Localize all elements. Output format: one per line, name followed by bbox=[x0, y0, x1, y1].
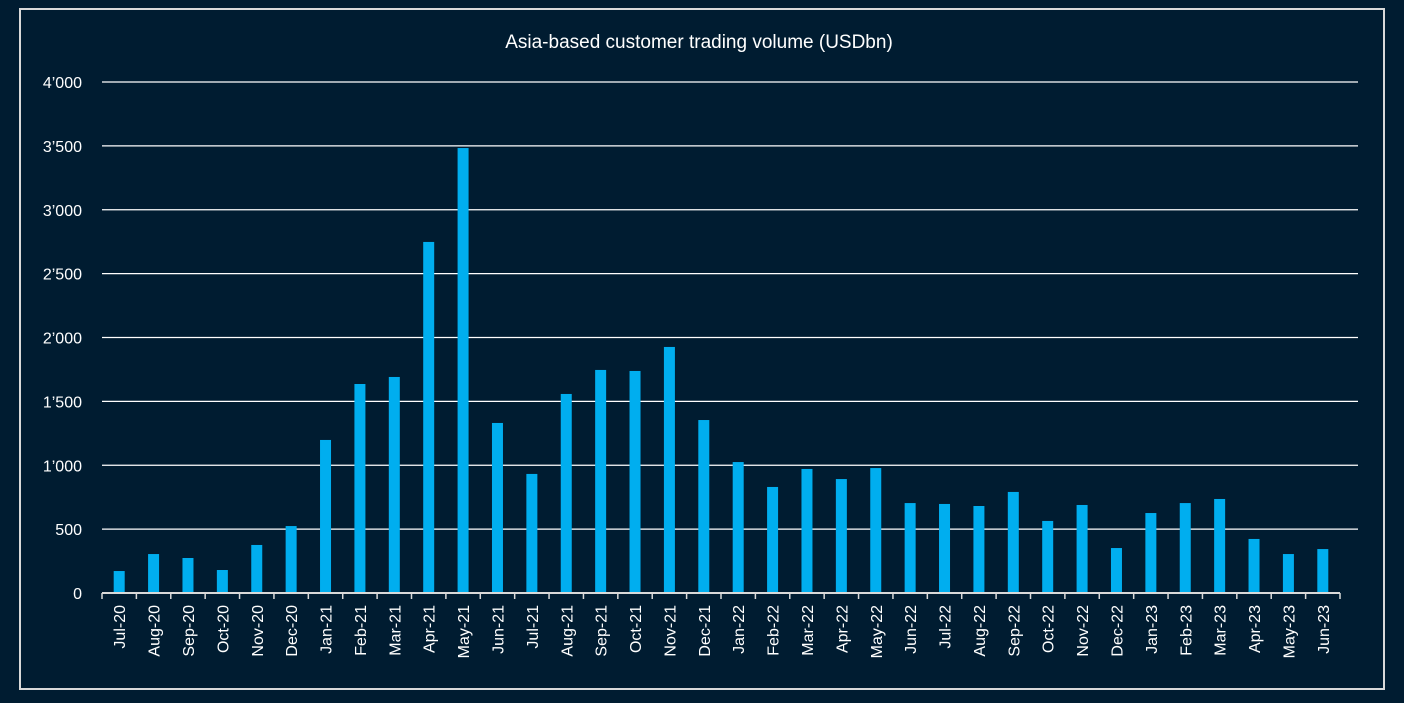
bar-Sep-20 bbox=[182, 557, 194, 593]
x-tick-label: Apr-22 bbox=[834, 605, 851, 653]
bar-Aug-22 bbox=[973, 506, 985, 593]
bar-Apr-21 bbox=[423, 241, 435, 593]
bar-Dec-21 bbox=[698, 420, 710, 593]
x-tick-label: Nov-22 bbox=[1075, 605, 1092, 657]
y-tick-label: 1’500 bbox=[43, 394, 82, 411]
bar-Jul-22 bbox=[939, 503, 951, 593]
x-tick-label: Sep-20 bbox=[181, 605, 198, 657]
x-tick-label: Nov-20 bbox=[250, 605, 267, 657]
bar-Jun-23 bbox=[1317, 549, 1329, 593]
bar-Nov-21 bbox=[663, 346, 675, 593]
x-tick-label: Jan-22 bbox=[731, 605, 748, 654]
x-tick-label: Aug-20 bbox=[147, 605, 164, 657]
x-tick-label: Dec-21 bbox=[697, 605, 714, 657]
bar-Mar-21 bbox=[388, 376, 400, 593]
chart-frame bbox=[19, 8, 1385, 690]
bar-Feb-21 bbox=[354, 384, 366, 593]
bar-Jul-21 bbox=[526, 473, 538, 593]
y-tick-label: 3’000 bbox=[43, 203, 82, 220]
bar-Nov-20 bbox=[251, 544, 263, 593]
x-tick-label: Jul-20 bbox=[112, 605, 129, 649]
x-tick-label: Mar-22 bbox=[800, 605, 817, 656]
bar-May-23 bbox=[1282, 554, 1294, 593]
bar-Jun-21 bbox=[491, 422, 503, 593]
bar-Nov-22 bbox=[1076, 504, 1088, 593]
x-tick-label: Nov-21 bbox=[662, 605, 679, 657]
bar-Sep-21 bbox=[595, 369, 607, 593]
x-tick-label: Oct-21 bbox=[628, 605, 645, 653]
x-tick-label: May-22 bbox=[869, 605, 886, 658]
x-tick-label: Feb-23 bbox=[1178, 605, 1195, 656]
x-tick-label: Aug-22 bbox=[972, 605, 989, 657]
chart-title: Asia-based customer trading volume (USDb… bbox=[505, 32, 893, 53]
bar-Sep-22 bbox=[1007, 491, 1019, 593]
x-tick-label: Jul-22 bbox=[938, 605, 955, 649]
bar-Mar-23 bbox=[1214, 498, 1226, 593]
x-tick-label: Jul-21 bbox=[525, 605, 542, 649]
bar-Dec-22 bbox=[1110, 548, 1122, 593]
x-tick-label: Feb-22 bbox=[766, 605, 783, 656]
bar-Feb-23 bbox=[1179, 503, 1191, 593]
y-tick-label: 2’500 bbox=[43, 267, 82, 284]
y-tick-label: 4’000 bbox=[43, 75, 82, 92]
x-tick-label: Apr-23 bbox=[1247, 605, 1264, 653]
x-tick-label: Feb-21 bbox=[353, 605, 370, 656]
bar-Apr-22 bbox=[835, 479, 847, 593]
x-tick-label: Mar-21 bbox=[387, 605, 404, 656]
bar-Dec-20 bbox=[285, 526, 297, 593]
bar-Mar-22 bbox=[801, 468, 813, 593]
bar-Oct-22 bbox=[1042, 520, 1054, 593]
x-tick-label: Jun-21 bbox=[490, 605, 507, 654]
bar-May-21 bbox=[457, 148, 469, 593]
x-tick-label: Jan-23 bbox=[1144, 605, 1161, 654]
y-tick-label: 1’000 bbox=[43, 458, 82, 475]
x-tick-label: Aug-21 bbox=[559, 605, 576, 657]
x-tick-label: Mar-23 bbox=[1213, 605, 1230, 656]
bar-Jan-23 bbox=[1145, 513, 1157, 593]
x-tick-label: Oct-22 bbox=[1041, 605, 1058, 653]
bar-Aug-20 bbox=[148, 554, 160, 593]
y-tick-label: 0 bbox=[73, 586, 82, 603]
x-tick-label: Oct-20 bbox=[215, 605, 232, 653]
bar-Aug-21 bbox=[560, 393, 572, 593]
bar-May-22 bbox=[870, 468, 882, 593]
bar-Oct-21 bbox=[629, 370, 641, 593]
x-tick-label: Dec-22 bbox=[1109, 605, 1126, 657]
y-tick-label: 500 bbox=[55, 522, 82, 539]
y-tick-label: 2’000 bbox=[43, 331, 82, 348]
bar-Jan-22 bbox=[732, 462, 744, 593]
x-tick-label: Sep-22 bbox=[1006, 605, 1023, 657]
bar-Jul-20 bbox=[113, 571, 125, 593]
bar-Apr-23 bbox=[1248, 538, 1260, 593]
x-tick-label: Jun-22 bbox=[903, 605, 920, 654]
x-tick-label: May-21 bbox=[456, 605, 473, 658]
bar-Feb-22 bbox=[767, 486, 779, 593]
x-tick-label: Jan-21 bbox=[319, 605, 336, 654]
x-tick-label: Dec-20 bbox=[284, 605, 301, 657]
x-tick-label: May-23 bbox=[1281, 605, 1298, 658]
y-tick-label: 3’500 bbox=[43, 139, 82, 156]
x-tick-label: Jun-23 bbox=[1316, 605, 1333, 654]
x-tick-label: Apr-21 bbox=[422, 605, 439, 653]
x-tick-label: Sep-21 bbox=[594, 605, 611, 657]
bar-Jan-21 bbox=[320, 439, 332, 593]
bar-Oct-20 bbox=[216, 570, 228, 593]
bar-Jun-22 bbox=[904, 503, 916, 593]
